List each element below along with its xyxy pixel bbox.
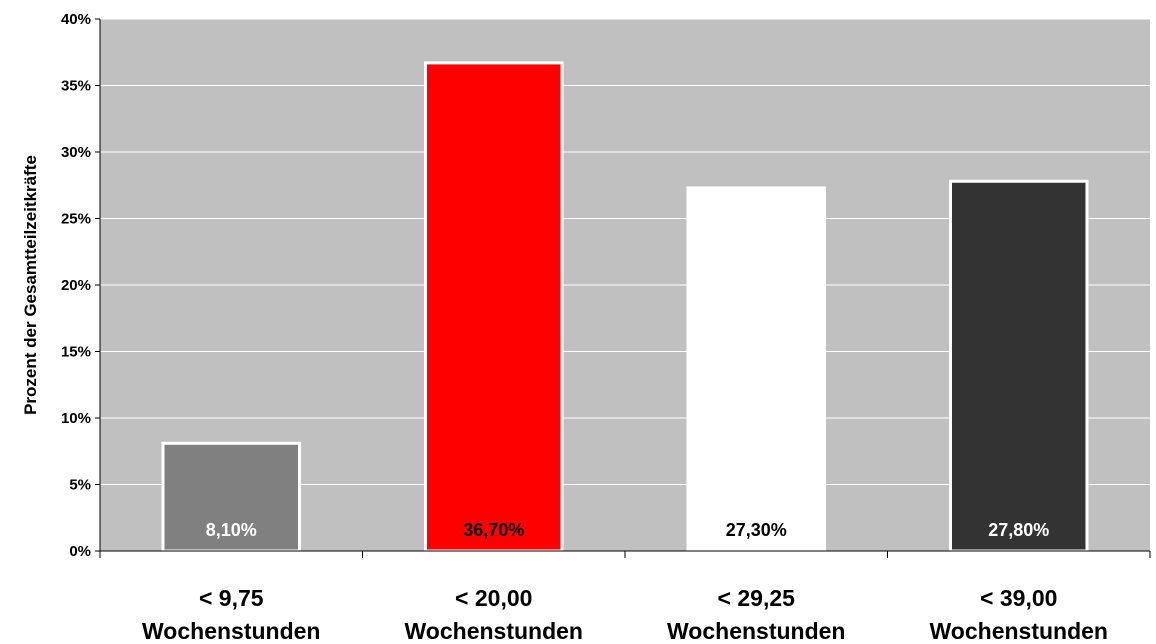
bars <box>161 61 1089 553</box>
y-tick-label: 35% <box>61 78 91 95</box>
bar <box>161 441 301 553</box>
y-tick-label: 20% <box>61 277 91 294</box>
bar <box>686 186 826 553</box>
x-category-label: Wochenstunden <box>405 618 583 644</box>
y-tick-label: 0% <box>69 543 91 560</box>
y-tick-label: 5% <box>69 477 91 494</box>
y-tick-label: 30% <box>61 144 91 161</box>
x-category-label: < 20,00 <box>455 585 532 611</box>
x-category-label: Wochenstunden <box>930 618 1108 644</box>
y-tick-label: 10% <box>61 410 91 427</box>
bar <box>949 179 1089 553</box>
x-category-label: < 29,25 <box>718 585 796 611</box>
bar <box>424 61 564 553</box>
x-category-label: Wochenstunden <box>142 618 320 644</box>
x-category-label: < 39,00 <box>980 585 1057 611</box>
y-axis-title: Prozent der Gesamtteilzeitkräfte <box>21 155 40 415</box>
y-tick-label: 25% <box>61 211 91 228</box>
labels: 0% 5% 10% 15% 20% 25% 30% 35% 40% 8,10% < 9,75 Woch… <box>61 11 1108 644</box>
data-label: 36,70% <box>463 520 524 540</box>
data-label: 27,30% <box>726 520 787 540</box>
x-category-label: < 9,75 <box>199 585 264 611</box>
data-label: 8,10% <box>206 520 257 540</box>
axes <box>95 18 1151 558</box>
x-category-label: Wochenstunden <box>667 618 845 644</box>
data-label: 27,80% <box>988 520 1049 540</box>
y-tick-label: 40% <box>61 11 91 28</box>
y-tick-label: 15% <box>61 344 91 361</box>
